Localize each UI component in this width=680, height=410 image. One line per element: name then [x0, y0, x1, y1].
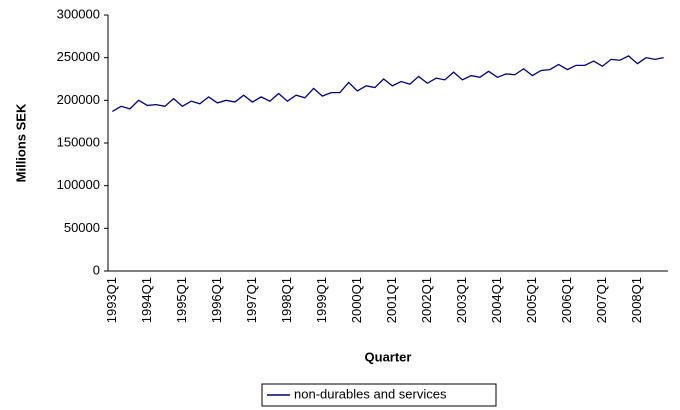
x-tick-label: 1996Q1 — [209, 277, 224, 323]
x-tick-label: 2006Q1 — [559, 277, 574, 323]
y-tick-label: 200000 — [57, 92, 100, 107]
x-tick-label: 2003Q1 — [454, 277, 469, 323]
x-tick-label: 2004Q1 — [489, 277, 504, 323]
y-tick-label: 150000 — [57, 134, 100, 149]
y-tick-label: 300000 — [57, 6, 100, 21]
y-tick-label: 250000 — [57, 49, 100, 64]
x-tick-label: 2008Q1 — [629, 277, 644, 323]
y-tick-label: 100000 — [57, 177, 100, 192]
x-tick-label: 2001Q1 — [384, 277, 399, 323]
data-line — [112, 55, 664, 112]
y-tick-label: 0 — [93, 262, 100, 277]
x-tick-label: 1998Q1 — [279, 277, 294, 323]
x-tick-label: 1993Q1 — [104, 277, 119, 323]
x-tick-label: 2000Q1 — [349, 277, 364, 323]
x-tick-label: 1999Q1 — [314, 277, 329, 323]
y-tick-label: 50000 — [64, 220, 100, 235]
x-tick-label: 2007Q1 — [594, 277, 609, 323]
legend-box — [261, 383, 497, 407]
x-tick-label: 2002Q1 — [419, 277, 434, 323]
x-tick-label: 2005Q1 — [524, 277, 539, 323]
x-axis-title: Quarter — [365, 349, 412, 364]
x-tick-label: 1997Q1 — [244, 277, 259, 323]
y-axis-title: Millions SEK — [13, 103, 28, 182]
x-tick-label: 1994Q1 — [139, 277, 154, 323]
legend-label: non-durables and services — [294, 386, 447, 401]
x-tick-label: 1995Q1 — [174, 277, 189, 323]
